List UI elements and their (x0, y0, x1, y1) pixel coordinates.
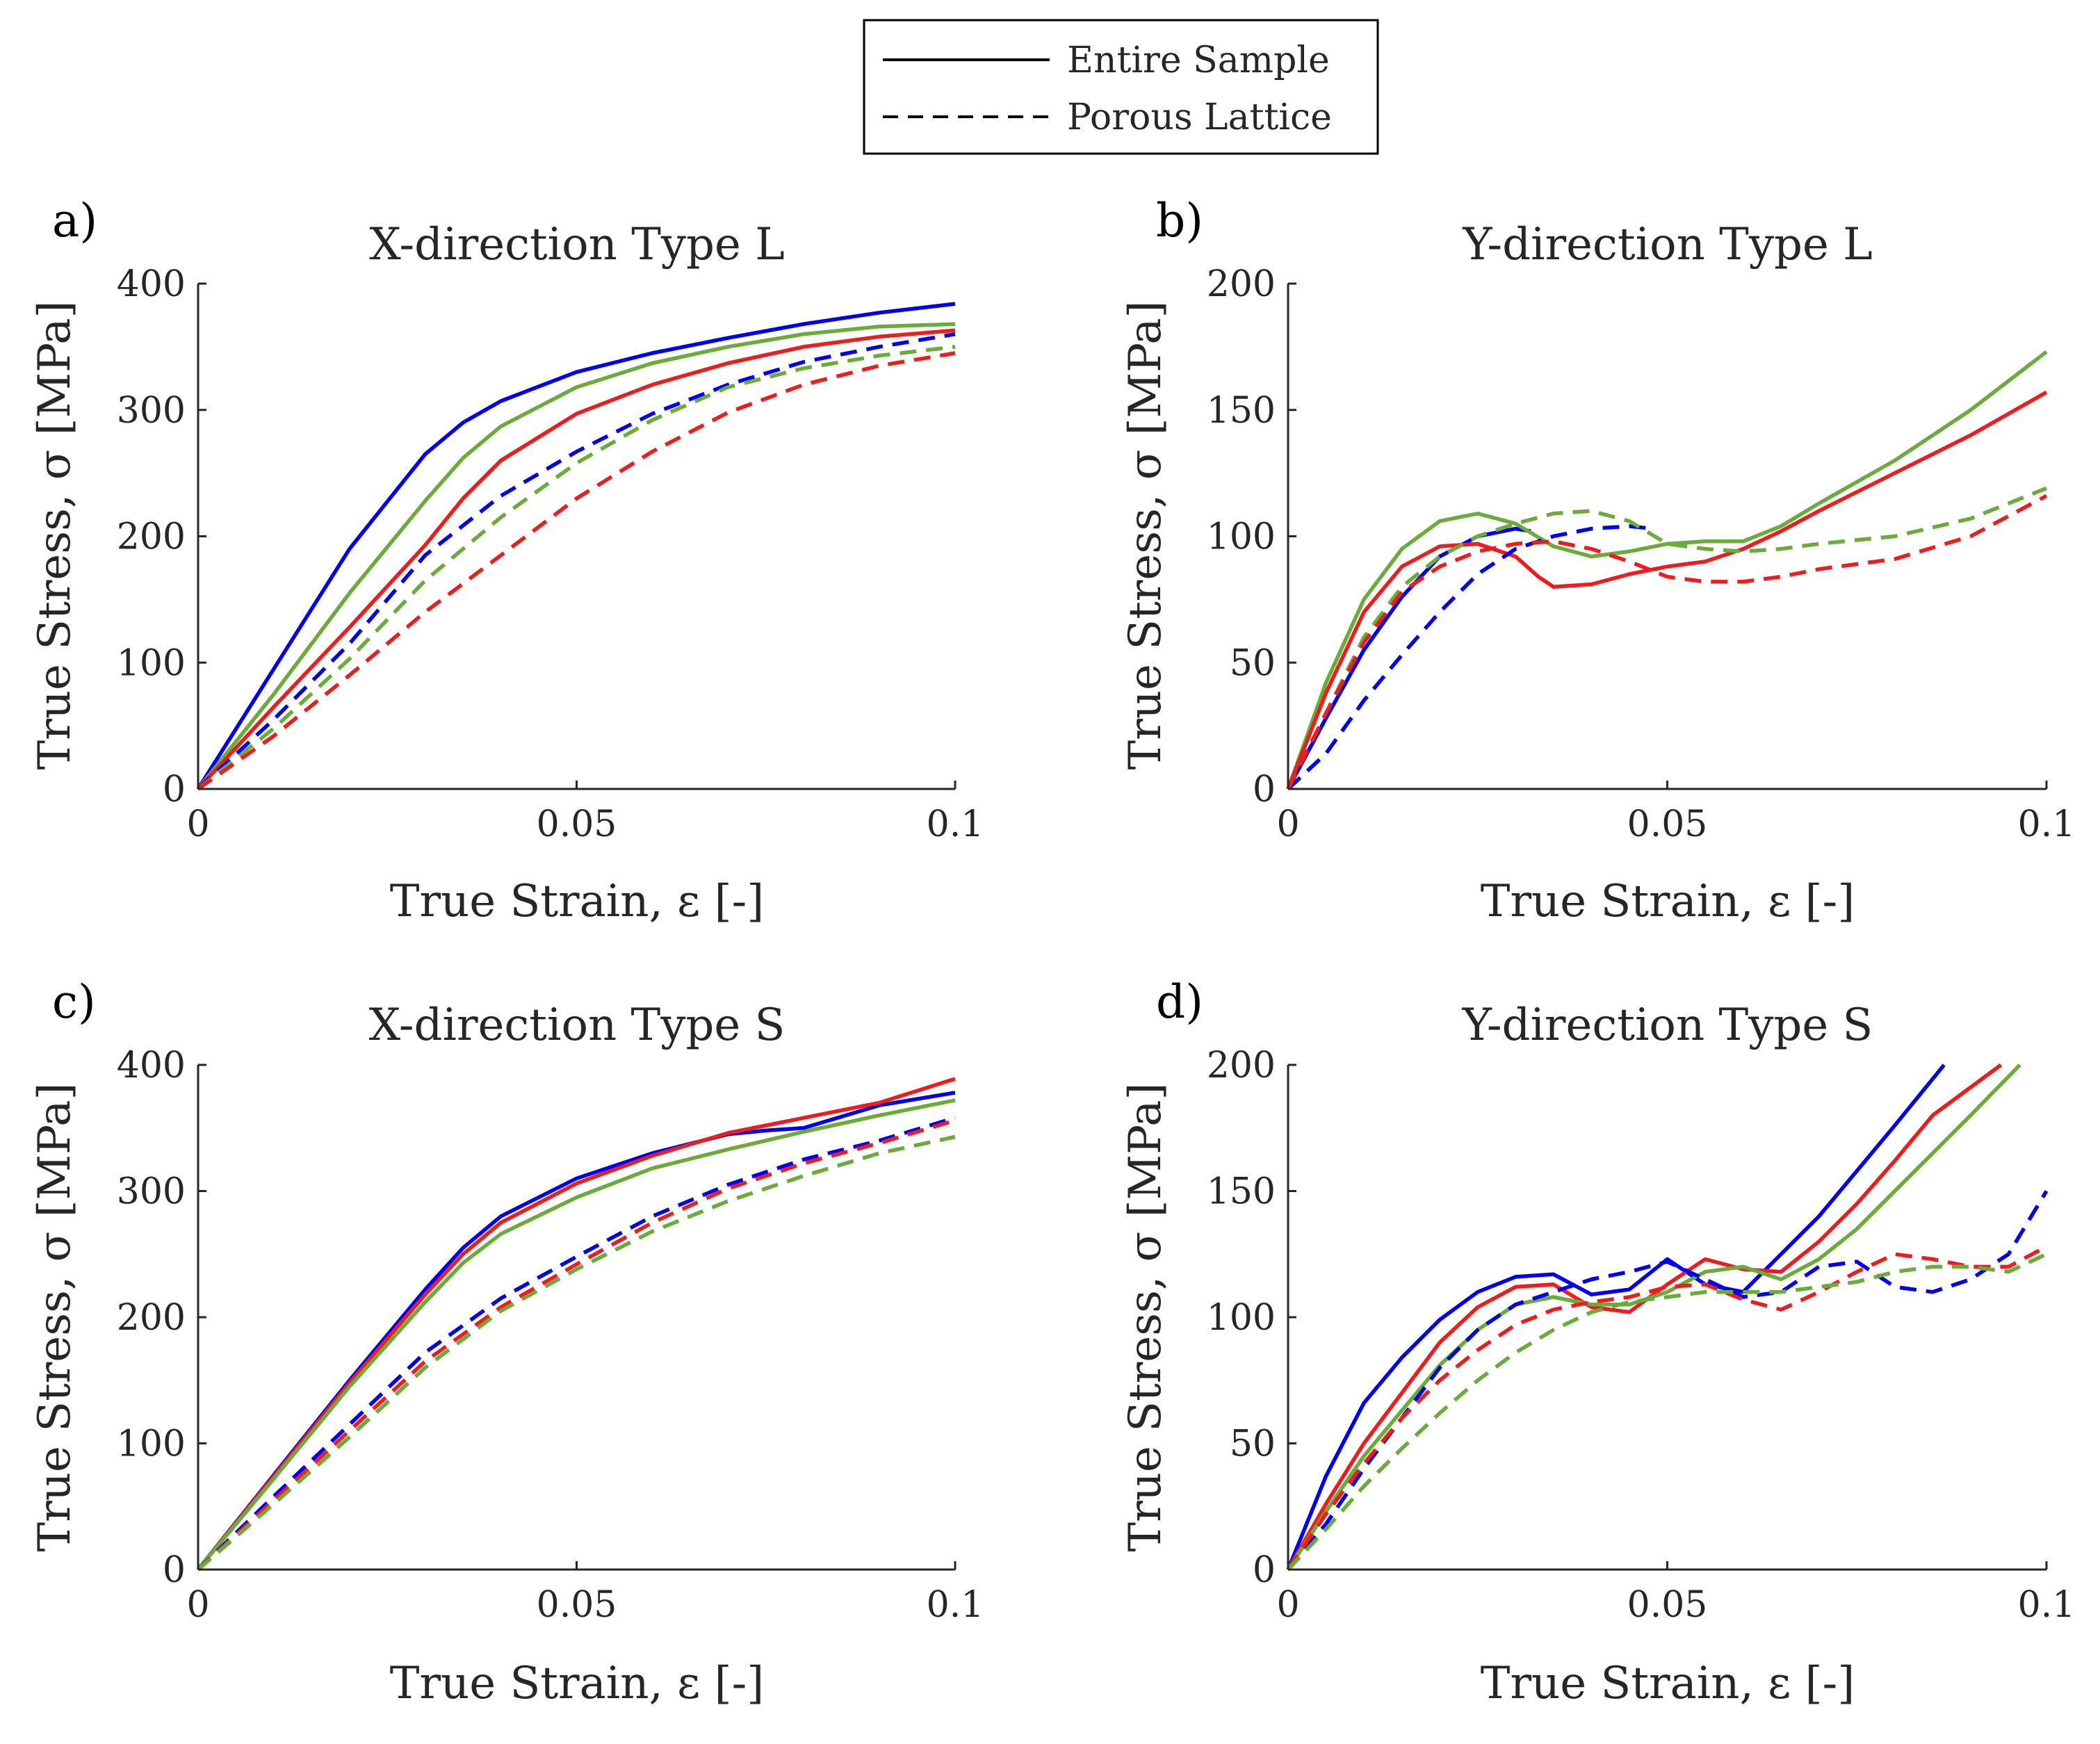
panel-a-ylabel: True Stress, σ [MPa] (29, 301, 81, 770)
panel-c-series-green-lattice (197, 1134, 956, 1572)
panel-a: a) X-direction Type L 0 100 200 300 400 0 0.05… (29, 194, 984, 927)
panel-d-ytick-label: 100 (1207, 1297, 1276, 1339)
panel-c-ytick-label: 200 (117, 1297, 186, 1339)
panel-a-ytick-label: 300 (117, 390, 186, 432)
panel-a-letter: a) (52, 194, 97, 247)
panel-d-ytick-label: 0 (1253, 1549, 1276, 1591)
panel-d-xtick-label: 0 (1276, 1584, 1299, 1626)
panel-a-xtick-label: 0.05 (537, 804, 617, 845)
panel-b-series-blue-entire (1286, 526, 1531, 790)
panel-b-ytick-label: 150 (1207, 390, 1276, 432)
panel-c-ylabel: True Stress, σ [MPa] (29, 1083, 81, 1552)
panel-d-ytick-label: 150 (1207, 1171, 1276, 1213)
panel-b-series-green-lattice (1286, 486, 2048, 790)
panel-c-series-red-lattice (197, 1118, 956, 1572)
panel-a-series-green-entire (196, 322, 956, 790)
panel-c-xtick-label: 0.1 (927, 1584, 984, 1626)
legend-box (863, 19, 1379, 155)
panel-a-ytick-label: 0 (163, 769, 186, 810)
panel-b-xtick-label: 0.05 (1627, 804, 1708, 845)
panel-c: c) X-direction Type S 0 100 200 300 400 0 0.05… (29, 975, 984, 1709)
panel-a-xtick-label: 0 (186, 804, 209, 845)
panel-c-series-green-entire (196, 1098, 956, 1571)
legend: Entire Sample Porous Lattice (863, 19, 1379, 155)
panel-b-xtick-label: 0.1 (2018, 804, 2076, 845)
panel-c-ytick-label: 0 (163, 1549, 186, 1591)
panel-b-series-blue-lattice (1287, 524, 1653, 791)
panel-a-series-blue-lattice (197, 332, 956, 791)
panel-d-title: Y-direction Type S (1462, 1000, 1873, 1051)
panel-b-xtick-label: 0 (1276, 804, 1299, 845)
panel-c-xtick-label: 0.05 (537, 1584, 617, 1626)
panel-b-ytick-label: 200 (1207, 263, 1276, 305)
panel-d-xtick-label: 0.1 (2018, 1584, 2076, 1626)
panel-c-ytick-label: 400 (117, 1045, 186, 1086)
panel-d-xtick-label: 0.05 (1627, 1584, 1708, 1626)
panel-a-series-red-lattice (197, 351, 956, 791)
panel-c-xlabel: True Strain, ε [-] (390, 1658, 764, 1709)
panel-b-title: Y-direction Type L (1462, 219, 1872, 270)
panel-b-series-red-lattice (1286, 494, 2048, 790)
panel-d: d) Y-direction Type S 0 50 100 150 200 0 0.05 0… (1120, 975, 2075, 1709)
panel-b-letter: b) (1156, 194, 1203, 247)
panel-c-ytick-label: 300 (117, 1171, 186, 1213)
panel-c-letter: c) (52, 975, 96, 1029)
panel-d-letter: d) (1156, 975, 1203, 1029)
panel-a-title: X-direction Type L (369, 219, 784, 270)
panel-d-series-blue-lattice (1286, 1190, 2049, 1571)
panel-a-ytick-label: 100 (117, 642, 186, 684)
panel-b-xlabel: True Strain, ε [-] (1481, 876, 1855, 927)
panel-a-xtick-label: 0.1 (927, 804, 984, 845)
panel-a-ytick-label: 200 (117, 516, 186, 558)
panel-c-title: X-direction Type S (369, 1000, 786, 1051)
panel-b-ytick-label: 50 (1230, 642, 1276, 684)
panel-c-ytick-label: 100 (117, 1424, 186, 1465)
panel-b-ytick-label: 100 (1207, 516, 1276, 558)
panel-d-ytick-label: 50 (1230, 1424, 1276, 1465)
panel-b-ylabel: True Stress, σ [MPa] (1120, 301, 1171, 770)
panel-c-xtick-label: 0 (186, 1584, 209, 1626)
panel-a-series-green-lattice (197, 345, 956, 791)
panel-d-ylabel: True Stress, σ [MPa] (1120, 1083, 1171, 1552)
panel-d-series-blue-entire (1286, 1063, 1946, 1571)
panel-a-ytick-label: 400 (117, 263, 186, 305)
panel-c-series-blue-lattice (197, 1116, 956, 1571)
panel-d-series-red-entire (1286, 1063, 2003, 1571)
panel-b: b) Y-direction Type L 0 50 100 150 200 0 0.05 0… (1120, 194, 2075, 927)
panel-a-series-blue-entire (196, 302, 956, 790)
panel-d-ytick-label: 200 (1207, 1045, 1276, 1086)
panel-c-series-red-entire (196, 1077, 956, 1571)
legend-entire-sample-label: Entire Sample (1067, 40, 1330, 81)
legend-porous-lattice-label: Porous Lattice (1067, 97, 1332, 138)
panel-a-series-red-entire (196, 328, 956, 790)
panel-d-xlabel: True Strain, ε [-] (1481, 1658, 1855, 1709)
panel-a-xlabel: True Strain, ε [-] (390, 876, 764, 927)
panel-b-series-red-entire (1286, 390, 2048, 790)
panel-b-ytick-label: 0 (1253, 769, 1276, 810)
panel-d-series-green-lattice (1286, 1252, 2048, 1571)
